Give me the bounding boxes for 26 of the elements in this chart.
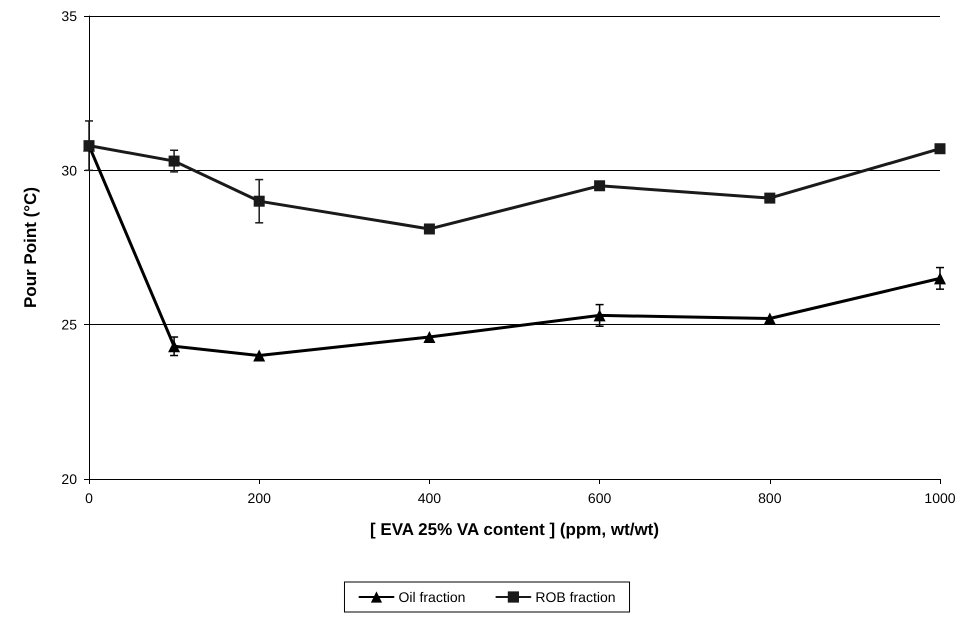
legend-label: ROB fraction xyxy=(535,589,616,605)
y-tick-label: 30 xyxy=(61,162,78,178)
x-tick-label: 600 xyxy=(588,490,612,506)
y-tick-label: 25 xyxy=(61,316,78,333)
point xyxy=(424,223,435,234)
point xyxy=(168,340,180,352)
point xyxy=(168,156,180,167)
point xyxy=(934,143,946,154)
y-tick-label: 35 xyxy=(61,8,78,24)
x-tick-label: 800 xyxy=(758,490,782,506)
point xyxy=(253,350,266,362)
legend-label: Oil fraction xyxy=(398,589,466,605)
point xyxy=(594,309,606,322)
point xyxy=(423,331,436,344)
point xyxy=(594,180,606,192)
x-tick-label: 400 xyxy=(418,490,442,506)
point xyxy=(254,196,265,207)
x-tick-label: 200 xyxy=(248,490,272,506)
point xyxy=(764,312,776,324)
x-axis-title: [ EVA 25% VA content ] (ppm, wt/wt) xyxy=(370,520,659,539)
x-tick-label: 1000 xyxy=(924,490,956,506)
point xyxy=(934,272,946,284)
point xyxy=(764,192,776,204)
x-tick-label: 0 xyxy=(85,490,94,506)
y-axis-title: Pour Point (°C) xyxy=(21,186,40,308)
y-tick-label: 20 xyxy=(61,471,78,487)
